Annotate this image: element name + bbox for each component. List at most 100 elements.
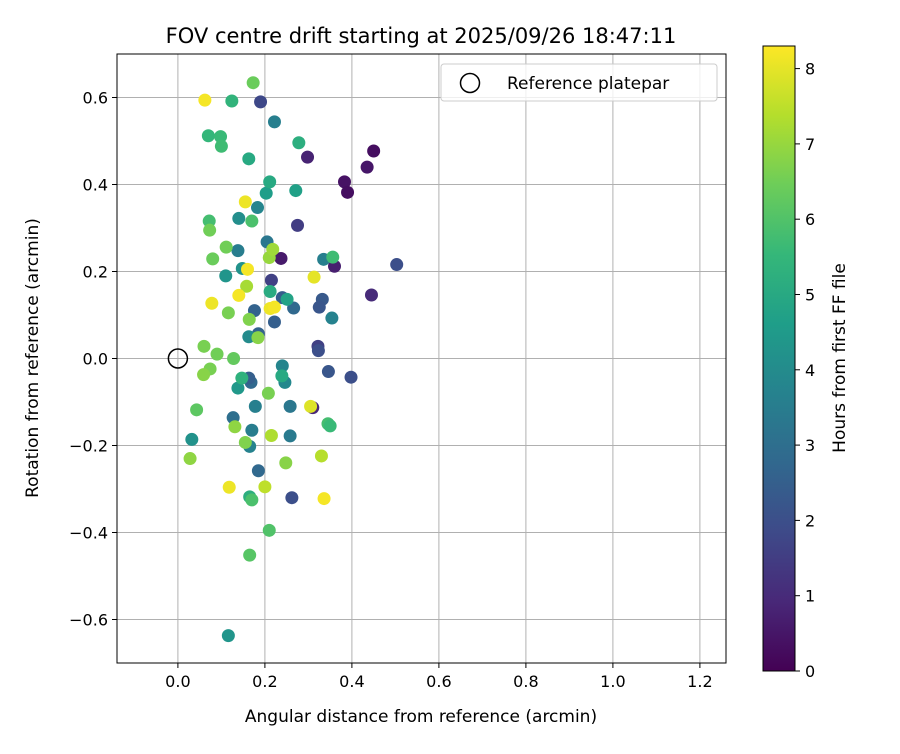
colorbar-tick-label: 8	[805, 60, 815, 79]
data-point	[210, 347, 224, 361]
y-axis-label: Rotation from reference (arcmin)	[23, 218, 43, 498]
data-point	[203, 223, 217, 237]
data-point	[242, 312, 256, 326]
data-point	[263, 285, 277, 299]
data-point	[214, 139, 228, 153]
reference-platepar-marker	[167, 348, 189, 369]
data-point	[232, 211, 246, 225]
data-point	[245, 493, 259, 507]
data-point	[259, 186, 273, 200]
colorbar-tick-label: 0	[805, 662, 815, 681]
data-point	[275, 369, 289, 383]
data-point	[326, 250, 340, 264]
y-tick-label: 0.4	[83, 176, 108, 195]
x-axis-ticks: 0.0 0.2 0.4 0.6 0.8 1.0 1.2	[165, 663, 713, 691]
x-tick-label: 1.2	[687, 672, 712, 691]
data-point	[289, 184, 303, 198]
y-tick-label: 0.0	[83, 350, 108, 369]
data-point	[390, 258, 404, 272]
data-point	[275, 359, 289, 373]
data-point	[267, 315, 281, 329]
data-point	[264, 428, 278, 442]
data-point	[242, 152, 256, 166]
data-point	[279, 456, 293, 470]
data-point	[267, 300, 281, 314]
data-point	[283, 399, 297, 413]
data-point	[219, 240, 233, 254]
colorbar-tick-label: 3	[805, 436, 815, 455]
data-point	[202, 214, 216, 228]
data-point	[292, 136, 306, 150]
data-point	[312, 300, 326, 314]
data-point	[338, 175, 352, 189]
y-tick-label: −0.2	[69, 437, 108, 456]
data-point	[185, 432, 199, 446]
data-point	[232, 288, 246, 302]
colorbar-ticks: 0 1 2 3 4 5 6 7 8	[795, 60, 815, 681]
data-point	[261, 386, 275, 400]
colorbar-tick-label: 5	[805, 285, 815, 304]
data-point	[258, 480, 272, 494]
legend-marker	[459, 72, 481, 94]
data-point	[263, 175, 277, 189]
x-tick-label: 0.4	[339, 672, 364, 691]
colorbar-label: Hours from first FF file	[830, 263, 850, 453]
x-tick-label: 0.8	[513, 672, 538, 691]
data-point	[367, 144, 381, 158]
data-point	[205, 296, 219, 310]
data-point	[360, 160, 374, 174]
data-point	[262, 523, 276, 537]
data-point	[364, 288, 378, 302]
data-point	[206, 252, 220, 266]
data-point	[251, 331, 265, 345]
colorbar	[762, 45, 796, 672]
data-point	[248, 399, 262, 413]
data-point	[267, 115, 281, 129]
data-point	[321, 365, 335, 379]
data-point	[323, 419, 337, 433]
data-point	[344, 370, 358, 384]
data-point	[227, 352, 241, 365]
x-tick-label: 0.0	[165, 672, 190, 691]
x-axis-label: Angular distance from reference (arcmin)	[245, 707, 597, 727]
data-point	[266, 242, 280, 256]
data-points	[183, 76, 404, 643]
data-point	[219, 269, 233, 283]
legend: Reference platepar	[440, 63, 718, 102]
data-point	[240, 279, 254, 293]
legend-label: Reference platepar	[507, 74, 669, 94]
data-point	[197, 339, 211, 353]
data-point	[221, 629, 235, 643]
data-point	[245, 214, 259, 228]
data-point	[243, 548, 257, 562]
data-point	[221, 306, 235, 320]
data-point	[280, 292, 294, 306]
data-point	[190, 403, 204, 417]
colorbar-tick-label: 2	[805, 511, 815, 530]
data-point	[304, 399, 318, 413]
legend-box	[440, 63, 718, 102]
data-point	[285, 491, 299, 505]
data-point	[228, 420, 242, 434]
data-point	[264, 273, 278, 287]
data-point	[245, 423, 259, 437]
data-point	[225, 94, 239, 108]
data-point	[214, 130, 228, 144]
colorbar-tick-label: 1	[805, 587, 815, 606]
data-point	[235, 371, 249, 385]
grid-lines	[117, 54, 726, 663]
y-tick-label: 0.6	[83, 89, 108, 108]
data-point	[283, 429, 297, 443]
data-point	[254, 95, 268, 109]
data-point	[325, 311, 339, 325]
data-point	[301, 150, 315, 164]
y-tick-label: 0.2	[83, 263, 108, 282]
data-point	[222, 480, 236, 494]
y-axis-ticks: −0.6 −0.4 −0.2 0.0 0.2 0.4 0.6	[69, 89, 117, 630]
y-tick-label: −0.6	[69, 611, 108, 630]
reference-marker-layer	[167, 348, 189, 369]
data-point	[238, 195, 252, 209]
